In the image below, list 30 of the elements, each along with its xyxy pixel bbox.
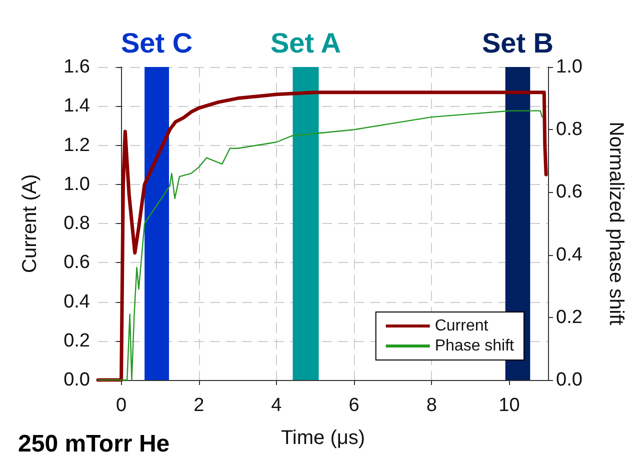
y-tick-label: 1.6 (64, 56, 90, 78)
y2-tick-label: 0.2 (556, 306, 582, 328)
y2-tick-label: 0.4 (556, 244, 583, 266)
x-tick-label: 6 (348, 395, 360, 416)
y-tick-label: 0.0 (64, 370, 90, 390)
x-tick-label: 8 (426, 395, 437, 416)
y-tick-label: 0.4 (64, 291, 90, 312)
y-axis-title: Current (A) (19, 174, 41, 273)
x-tick-label: 10 (498, 395, 520, 416)
y-tick-label: 1.4 (64, 96, 90, 117)
y2-tick-label: 1.0 (556, 56, 582, 78)
x-axis-title: Time (μs) (280, 427, 366, 449)
y-tick-label: 0.2 (64, 330, 90, 352)
y2-tick-label: 0.8 (556, 119, 582, 140)
y2-axis-title: Normalized phase shift (605, 122, 627, 326)
legend-label: Phase shift (434, 338, 515, 354)
legend-label: Current (434, 318, 489, 334)
x-tick-label: 0 (116, 395, 127, 416)
y2-tick-label: 0.0 (556, 370, 582, 390)
y-tick-label: 1.2 (64, 134, 90, 156)
text: 250 mTorr He (18, 430, 170, 458)
y-tick-label: 0.6 (64, 252, 90, 274)
band-label: Set C (120, 28, 193, 58)
band-label: Set A (270, 28, 342, 58)
x-tick-label: 2 (194, 395, 204, 416)
y-tick-label: 0.8 (64, 213, 90, 234)
x-tick-label: 4 (271, 395, 282, 416)
y2-tick-label: 0.6 (556, 182, 582, 203)
y-tick-label: 1.0 (64, 174, 90, 195)
band-label: Set B (482, 28, 554, 58)
